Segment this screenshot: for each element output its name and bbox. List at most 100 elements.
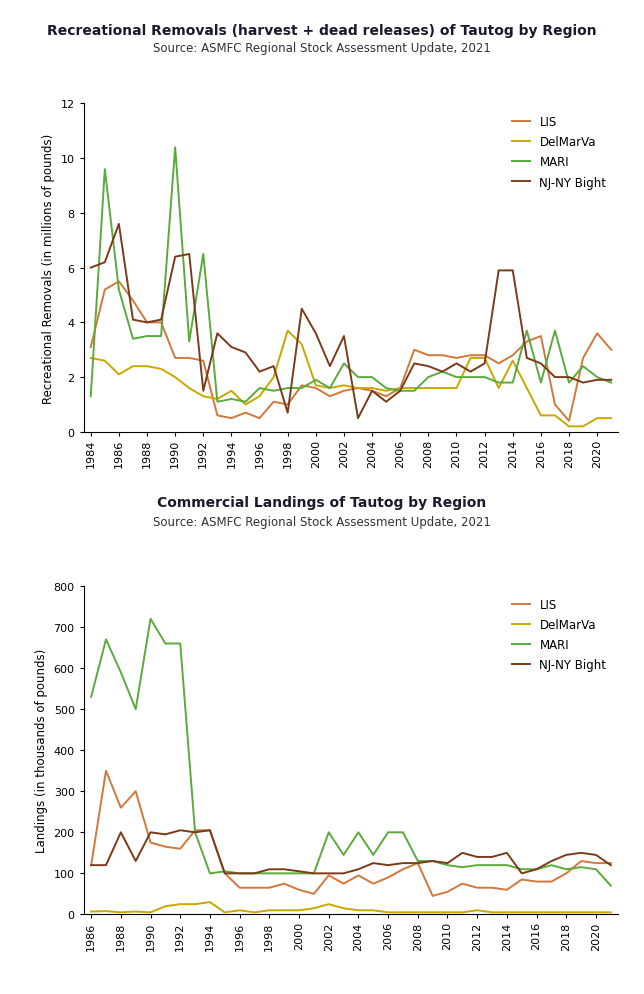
NJ-NY Bight	[439, 367, 446, 379]
DelMarVa	[355, 905, 363, 916]
NJ-NY Bight	[227, 342, 235, 354]
DelMarVa	[200, 391, 207, 403]
NJ-NY Bight	[206, 824, 214, 836]
Line: DelMarVa: DelMarVa	[91, 903, 611, 912]
DelMarVa	[213, 394, 221, 406]
MARI	[518, 864, 526, 876]
MARI	[384, 827, 392, 839]
LIS	[354, 383, 362, 395]
MARI	[354, 372, 362, 384]
NJ-NY Bight	[355, 864, 363, 876]
Line: MARI: MARI	[91, 148, 611, 403]
DelMarVa	[383, 386, 390, 398]
LIS	[384, 872, 392, 884]
DelMarVa	[129, 361, 137, 373]
DelMarVa	[191, 899, 199, 911]
NJ-NY Bight	[424, 361, 432, 373]
LIS	[577, 855, 585, 867]
LIS	[206, 824, 214, 836]
MARI	[537, 378, 545, 390]
NJ-NY Bight	[459, 847, 466, 859]
DelMarVa	[467, 353, 475, 365]
DelMarVa	[384, 907, 392, 918]
NJ-NY Bight	[115, 219, 123, 231]
DelMarVa	[270, 372, 278, 384]
Legend: LIS, DelMarVa, MARI, NJ-NY Bight: LIS, DelMarVa, MARI, NJ-NY Bight	[506, 110, 612, 195]
DelMarVa	[547, 907, 555, 918]
LIS	[396, 383, 404, 395]
LIS	[503, 884, 511, 896]
MARI	[503, 859, 511, 871]
NJ-NY Bight	[213, 328, 221, 340]
MARI	[221, 866, 229, 878]
MARI	[579, 361, 587, 373]
NJ-NY Bight	[295, 866, 303, 878]
LIS	[176, 843, 184, 855]
NJ-NY Bight	[481, 358, 489, 370]
LIS	[236, 882, 243, 894]
DelMarVa	[370, 905, 377, 916]
NJ-NY Bight	[577, 847, 585, 859]
MARI	[236, 868, 243, 880]
LIS	[410, 345, 418, 357]
NJ-NY Bight	[143, 317, 151, 329]
NJ-NY Bight	[147, 827, 155, 839]
MARI	[101, 164, 109, 176]
NJ-NY Bight	[467, 367, 475, 379]
DelMarVa	[227, 386, 235, 398]
NJ-NY Bight	[284, 408, 292, 419]
LIS	[191, 824, 199, 836]
LIS	[88, 859, 95, 871]
DelMarVa	[236, 905, 243, 916]
LIS	[355, 870, 363, 882]
DelMarVa	[117, 907, 125, 918]
DelMarVa	[310, 903, 317, 914]
MARI	[355, 827, 363, 839]
MARI	[132, 704, 140, 716]
NJ-NY Bight	[280, 864, 288, 876]
MARI	[429, 855, 437, 867]
MARI	[117, 667, 125, 679]
DelMarVa	[251, 907, 258, 918]
NJ-NY Bight	[523, 353, 531, 365]
DelMarVa	[101, 356, 109, 368]
DelMarVa	[503, 907, 511, 918]
MARI	[171, 142, 179, 154]
DelMarVa	[256, 391, 263, 403]
MARI	[115, 284, 123, 296]
NJ-NY Bight	[396, 386, 404, 398]
DelMarVa	[185, 383, 193, 395]
LIS	[132, 785, 140, 797]
MARI	[206, 868, 214, 880]
DelMarVa	[88, 906, 95, 917]
DelMarVa	[242, 400, 249, 412]
LIS	[368, 386, 376, 398]
LIS	[509, 350, 516, 362]
MARI	[424, 372, 432, 384]
NJ-NY Bight	[310, 868, 317, 880]
LIS	[444, 886, 451, 898]
MARI	[87, 391, 95, 403]
LIS	[270, 397, 278, 409]
NJ-NY Bight	[410, 358, 418, 370]
MARI	[607, 880, 614, 892]
LIS	[115, 276, 123, 288]
LIS	[221, 868, 229, 880]
Text: Recreational Removals (harvest + dead releases) of Tautog by Region: Recreational Removals (harvest + dead re…	[47, 24, 597, 38]
DelMarVa	[523, 383, 531, 395]
LIS	[383, 391, 390, 403]
MARI	[396, 386, 404, 398]
DelMarVa	[488, 907, 496, 918]
MARI	[213, 397, 221, 409]
MARI	[280, 868, 288, 880]
DelMarVa	[280, 905, 288, 916]
MARI	[547, 859, 555, 871]
NJ-NY Bight	[102, 859, 110, 871]
DelMarVa	[171, 372, 179, 384]
NJ-NY Bight	[236, 868, 243, 880]
MARI	[410, 386, 418, 398]
DelMarVa	[147, 907, 155, 918]
MARI	[227, 394, 235, 406]
DelMarVa	[518, 907, 526, 918]
MARI	[270, 386, 278, 398]
